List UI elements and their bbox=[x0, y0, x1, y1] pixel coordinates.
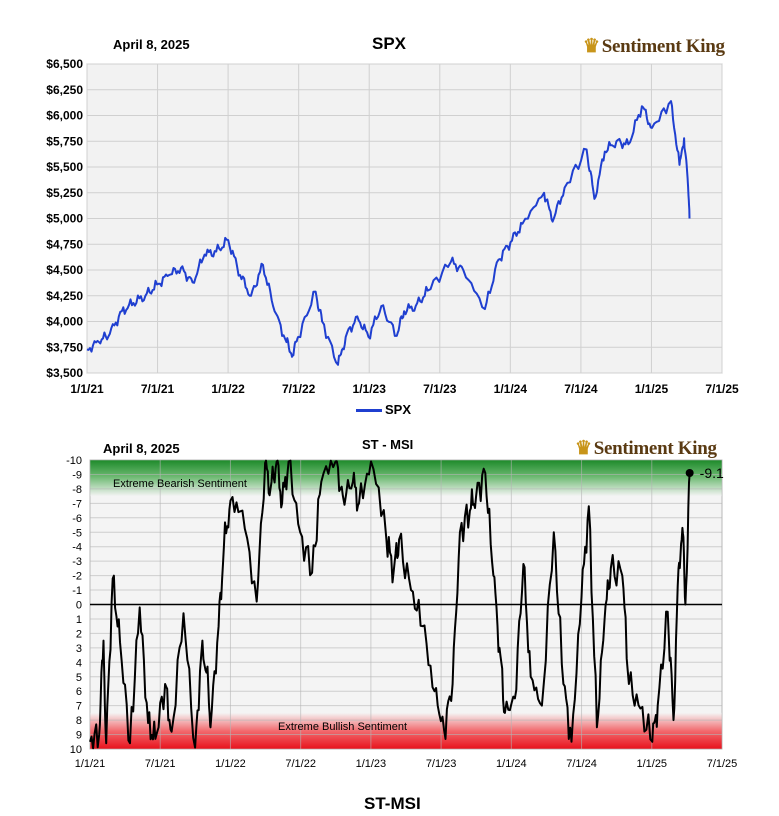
msi-x-tick-label: 1/1/23 bbox=[356, 758, 387, 770]
msi-bullish-zone-label: Extreme Bullish Sentiment bbox=[278, 721, 407, 733]
msi-y-tick-label: 2 bbox=[76, 628, 82, 640]
msi-x-tick-label: 7/1/23 bbox=[426, 758, 457, 770]
spx-y-tick-label: $5,750 bbox=[46, 134, 83, 148]
spx-y-tick-label: $6,000 bbox=[46, 109, 83, 123]
msi-y-tick-label: 6 bbox=[76, 686, 82, 698]
spx-x-tick-label: 1/1/22 bbox=[211, 382, 245, 396]
spx-x-tick-label: 1/1/25 bbox=[635, 382, 669, 396]
spx-y-tick-label: $6,250 bbox=[46, 83, 83, 97]
msi-y-tick-label: 4 bbox=[76, 657, 82, 669]
msi-last-value-marker bbox=[685, 469, 694, 478]
crown-icon: ♛ bbox=[575, 438, 592, 459]
msi-y-tick-label: -5 bbox=[72, 527, 82, 539]
msi-x-tick-label: 7/1/22 bbox=[285, 758, 316, 770]
spx-x-tick-label: 1/1/24 bbox=[494, 382, 528, 396]
msi-footer-title: ST-MSI bbox=[364, 794, 421, 813]
spx-x-tick-label: 1/1/23 bbox=[353, 382, 387, 396]
crown-icon: ♛ bbox=[583, 36, 600, 57]
msi-y-tick-label: 7 bbox=[76, 701, 82, 713]
spx-y-tick-label: $4,250 bbox=[46, 289, 83, 303]
msi-y-tick-label: -1 bbox=[72, 585, 82, 597]
spx-x-tick-label: 1/1/21 bbox=[70, 382, 104, 396]
spx-y-tick-label: $5,500 bbox=[46, 160, 83, 174]
msi-y-tick-label: -9 bbox=[72, 469, 82, 481]
spx-x-tick-label: 7/1/25 bbox=[705, 382, 739, 396]
spx-y-tick-label: $6,500 bbox=[46, 57, 83, 71]
msi-y-tick-label: 0 bbox=[76, 600, 82, 612]
msi-y-tick-label: 9 bbox=[76, 730, 82, 742]
msi-last-value-label: -9.1 bbox=[700, 465, 724, 481]
spx-x-tick-label: 7/1/23 bbox=[423, 382, 457, 396]
msi-y-tick-label: -10 bbox=[66, 455, 82, 467]
msi-bearish-zone-label: Extreme Bearish Sentiment bbox=[113, 478, 247, 490]
msi-x-tick-label: 1/1/22 bbox=[215, 758, 246, 770]
msi-brand-logo: ♛ Sentiment King bbox=[575, 438, 717, 459]
spx-y-tick-label: $3,500 bbox=[46, 366, 83, 380]
spx-y-tick-label: $4,000 bbox=[46, 315, 83, 329]
spx-series-line bbox=[86, 100, 691, 366]
spx-date: April 8, 2025 bbox=[113, 37, 190, 52]
msi-y-tick-label: 5 bbox=[76, 672, 82, 684]
msi-x-tick-label: 1/1/24 bbox=[496, 758, 527, 770]
spx-y-tick-label: $3,750 bbox=[46, 340, 83, 354]
msi-series-line bbox=[89, 459, 691, 750]
spx-y-tick-label: $5,250 bbox=[46, 186, 83, 200]
msi-y-tick-label: 1 bbox=[76, 614, 82, 626]
spx-y-tick-label: $4,750 bbox=[46, 237, 83, 251]
spx-legend-swatch bbox=[356, 409, 382, 413]
msi-x-tick-label: 7/1/25 bbox=[707, 758, 738, 770]
msi-y-tick-label: -3 bbox=[72, 556, 82, 568]
spx-plot-area: $3,500 $3,750 $4,000 $4,250 $4,500 $4,750 $5,0… bbox=[46, 57, 739, 396]
spx-y-tick-label: $5,000 bbox=[46, 212, 83, 226]
msi-y-tick-label: -6 bbox=[72, 513, 82, 525]
spx-x-tick-label: 7/1/21 bbox=[141, 382, 175, 396]
spx-legend: SPX bbox=[356, 402, 411, 417]
spx-x-tick-label: 7/1/22 bbox=[282, 382, 316, 396]
msi-chart-title: ST - MSI bbox=[362, 437, 414, 452]
spx-chart-title: SPX bbox=[372, 34, 407, 53]
msi-date: April 8, 2025 bbox=[103, 441, 180, 456]
msi-x-tick-label: 7/1/24 bbox=[566, 758, 597, 770]
spx-x-tick-label: 7/1/24 bbox=[564, 382, 598, 396]
msi-bearish-zone bbox=[90, 460, 722, 497]
msi-y-tick-label: 10 bbox=[70, 744, 82, 756]
msi-y-tick-label: -2 bbox=[72, 571, 82, 583]
msi-y-tick-label: 3 bbox=[76, 643, 82, 655]
msi-y-tick-label: -8 bbox=[72, 484, 82, 496]
spx-y-tick-label: $4,500 bbox=[46, 263, 83, 277]
msi-y-tick-label: -7 bbox=[72, 498, 82, 510]
msi-x-tick-label: 1/1/21 bbox=[75, 758, 106, 770]
msi-y-tick-label: 8 bbox=[76, 715, 82, 727]
msi-x-tick-label: 1/1/25 bbox=[636, 758, 667, 770]
msi-y-tick-label: -4 bbox=[72, 542, 82, 554]
msi-x-tick-label: 7/1/21 bbox=[145, 758, 176, 770]
spx-brand-logo: ♛ Sentiment King bbox=[583, 36, 725, 57]
